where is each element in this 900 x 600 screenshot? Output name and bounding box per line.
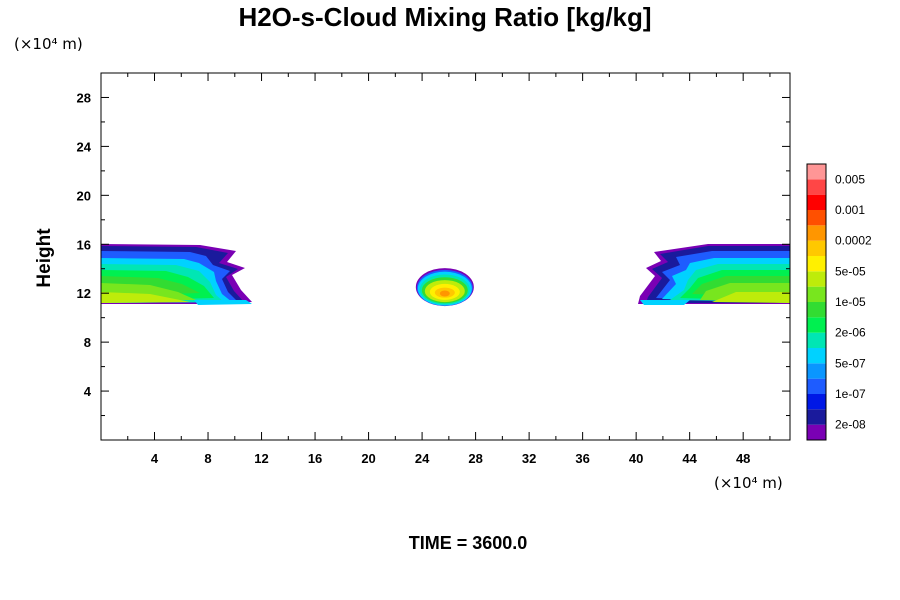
legend-swatch (807, 332, 826, 348)
x-tick-label: 28 (468, 451, 482, 466)
y-tick-label: 28 (77, 90, 91, 105)
legend-label: 2e-06 (835, 326, 866, 340)
color-legend: 2e-08 1e-07 5e-07 2e-06 1e-05 5e-05 0.0002 0.00… (806, 163, 872, 441)
chart-title: H2O-s-Cloud Mixing Ratio [kg/kg] (238, 2, 651, 32)
x-tick-label: 48 (736, 451, 750, 466)
legend-label: 5e-07 (835, 356, 866, 370)
time-label: TIME = 3600.0 (409, 533, 528, 553)
x-tick-label: 12 (254, 451, 268, 466)
legend-swatch (807, 271, 826, 287)
legend-swatch (807, 317, 826, 333)
y-tick-label: 8 (84, 335, 91, 350)
legend-swatch (807, 256, 826, 272)
legend-swatch (807, 164, 826, 180)
y-tick-label: 4 (84, 384, 92, 399)
x-tick-label: 40 (629, 451, 643, 466)
y-unit-label: (×10⁴ m) (14, 35, 83, 53)
x-tick-label: 32 (522, 451, 536, 466)
y-axis: 4 8 12 16 20 24 28 (77, 90, 790, 417)
x-tick-label: 20 (361, 451, 375, 466)
x-tick-label: 36 (575, 451, 589, 466)
legend-swatch (807, 348, 826, 364)
legend-swatch (807, 424, 826, 440)
contour-fill (101, 244, 790, 307)
y-axis-title: Height (34, 228, 55, 288)
legend-label: 1e-05 (835, 295, 866, 309)
x-tick-label: 16 (308, 451, 322, 466)
legend-swatch (807, 363, 826, 379)
legend-swatch (807, 302, 826, 318)
y-tick-label: 20 (77, 188, 91, 203)
y-tick-label: 24 (77, 139, 92, 154)
legend-label: 5e-05 (835, 264, 866, 278)
legend-swatch (807, 225, 826, 241)
x-tick-label: 24 (415, 451, 430, 466)
legend-frame (806, 163, 827, 441)
legend-swatch (807, 240, 826, 256)
contour-band (439, 290, 450, 297)
plot-frame (100, 72, 791, 441)
x-tick-label: 8 (204, 451, 211, 466)
y-tick-label: 16 (77, 237, 91, 252)
legend-swatch (807, 194, 826, 210)
x-unit-label: (×10⁴ m) (714, 474, 783, 492)
legend-label: 2e-08 (835, 418, 866, 432)
contour-band (712, 292, 790, 303)
x-tick-label: 44 (682, 451, 697, 466)
legend-label: 1e-07 (835, 387, 866, 401)
legend-swatch (807, 394, 826, 410)
legend-swatch (807, 179, 826, 195)
legend-label: 0.001 (835, 203, 865, 217)
legend-swatch (807, 286, 826, 302)
legend-label: 0.005 (835, 172, 865, 186)
contour-band (194, 300, 252, 305)
legend-swatch (807, 409, 826, 425)
contour-band (101, 292, 190, 303)
legend-label: 0.0002 (835, 234, 872, 248)
x-axis: 4 8 12 16 20 24 28 32 36 40 44 48 (127, 73, 771, 466)
contour-band (640, 300, 690, 305)
x-tick-label: 4 (151, 451, 159, 466)
y-tick-label: 12 (77, 286, 91, 301)
legend-swatch (807, 210, 826, 226)
legend-swatch (807, 378, 826, 394)
